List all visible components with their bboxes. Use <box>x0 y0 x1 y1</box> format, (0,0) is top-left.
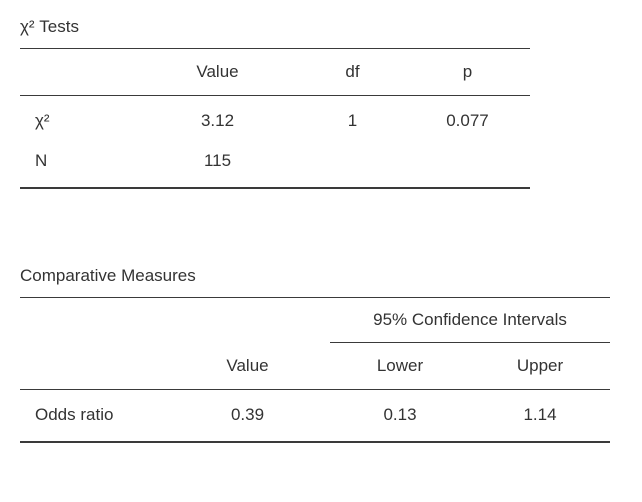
chi-square-table-title: χ² Tests <box>20 17 79 36</box>
cell-n-p <box>405 141 530 188</box>
ci-span-header-row: 95% Confidence Intervals <box>20 297 611 343</box>
cell-chi-square-df: 1 <box>347 111 358 130</box>
column-header-p: p <box>405 48 530 96</box>
row-label-chi-square: χ² <box>35 111 50 130</box>
chi-square-header-row: Value df p <box>20 48 530 96</box>
column-header-value: Value <box>135 48 300 96</box>
cell-odds-ratio-lower: 0.13 <box>383 405 417 424</box>
empty-header-cell <box>165 298 330 343</box>
results-panel: χ² Tests Value df p χ² 3.12 1 0.077 <box>20 16 622 443</box>
comparative-measures-title: Comparative Measures <box>20 266 196 285</box>
table-row: N 115 <box>20 141 530 188</box>
comparative-measures-table: 95% Confidence Intervals Value Lower Upp… <box>20 297 611 443</box>
cell-n-df <box>300 141 405 188</box>
table-row: χ² 3.12 1 0.077 <box>20 96 530 142</box>
cell-odds-ratio-value: 0.39 <box>230 405 265 424</box>
column-header-upper: Upper <box>470 342 611 390</box>
row-label-n: N <box>35 151 48 170</box>
comparative-measures-section: Comparative Measures 95% Confidence Inte… <box>20 265 622 443</box>
comparative-header-row: Value Lower Upper <box>20 342 611 390</box>
chi-square-table: Value df p χ² 3.12 1 0.077 N 115 <box>20 48 530 189</box>
column-header-lower: Lower <box>330 342 470 390</box>
row-label-odds-ratio: Odds ratio <box>35 405 114 424</box>
empty-header-cell <box>20 342 165 390</box>
cell-chi-square-value: 3.12 <box>200 111 235 130</box>
table-row: Odds ratio 0.39 0.13 1.14 <box>20 390 610 443</box>
chi-square-section: χ² Tests Value df p χ² 3.12 1 0.077 <box>20 16 622 189</box>
cell-odds-ratio-upper: 1.14 <box>523 405 557 424</box>
empty-header-cell <box>20 48 135 96</box>
empty-header-cell <box>20 298 165 343</box>
cell-chi-square-p: 0.077 <box>446 111 489 130</box>
column-header-df: df <box>300 48 405 96</box>
cell-n-value: 115 <box>203 151 232 170</box>
column-header-value: Value <box>165 342 330 390</box>
confidence-intervals-span-header: 95% Confidence Intervals <box>330 297 611 343</box>
